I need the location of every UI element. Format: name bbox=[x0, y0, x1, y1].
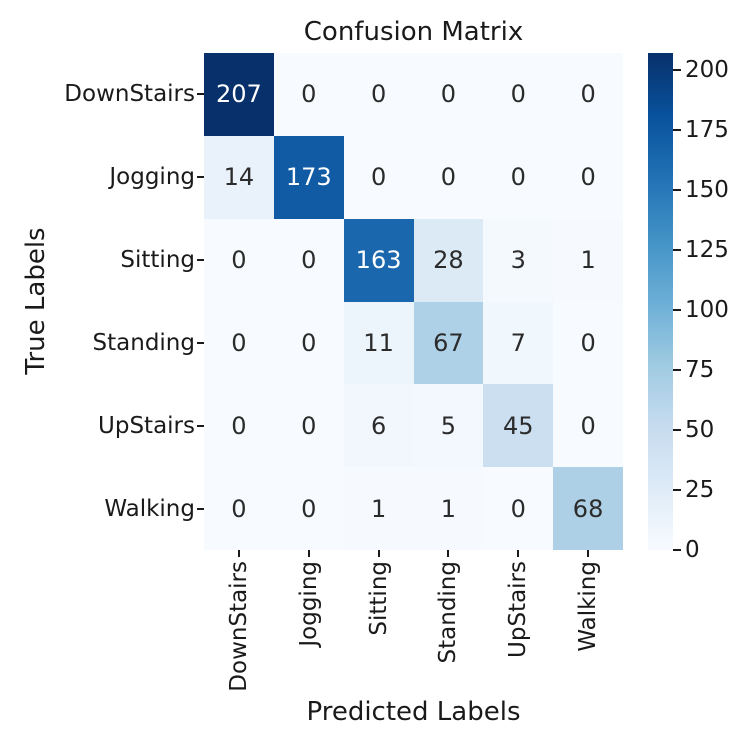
heatmap-cell-Sitting-Walking: 1 bbox=[553, 218, 623, 302]
chart-title: Confusion Matrix bbox=[303, 17, 524, 47]
heatmap-cell-Standing-Sitting: 11 bbox=[343, 301, 414, 385]
heatmap-cell-Sitting-DownStairs: 0 bbox=[204, 218, 274, 302]
heatmap-cell-Standing-UpStairs: 7 bbox=[483, 301, 554, 385]
colorbar-tick-label: 175 bbox=[685, 116, 729, 143]
colorbar-tick-mark bbox=[673, 248, 681, 251]
x-tick-mark bbox=[377, 550, 380, 557]
x-tick-mark bbox=[447, 550, 450, 557]
colorbar-tick-mark bbox=[673, 549, 681, 551]
colorbar-tick-label: 25 bbox=[685, 476, 715, 503]
y-tick-mark bbox=[197, 507, 204, 510]
colorbar-tick-mark bbox=[673, 368, 681, 371]
colorbar bbox=[648, 53, 673, 550]
y-tick-mark bbox=[197, 259, 204, 262]
colorbar-tick-mark bbox=[673, 488, 681, 491]
colorbar-tick-mark bbox=[673, 68, 681, 71]
heatmap-cell-Walking-Standing: 1 bbox=[413, 467, 484, 550]
colorbar-tick-mark bbox=[673, 428, 681, 431]
y-tick-label: Walking bbox=[104, 495, 195, 522]
x-tick-label-text: Sitting bbox=[365, 561, 392, 636]
heatmap-cell-Sitting-Sitting: 163 bbox=[343, 218, 414, 302]
colorbar-tick-mark bbox=[673, 128, 681, 131]
x-tick-label-text: Jogging bbox=[295, 561, 322, 647]
x-axis-label: Predicted Labels bbox=[306, 697, 521, 727]
y-tick-mark bbox=[197, 424, 204, 427]
y-tick-mark bbox=[197, 176, 204, 179]
colorbar-tick-label: 150 bbox=[685, 176, 729, 203]
heatmap-cell-DownStairs-DownStairs: 207 bbox=[204, 53, 274, 136]
colorbar-tick-label: 50 bbox=[685, 416, 715, 443]
heatmap-cell-Walking-UpStairs: 0 bbox=[483, 467, 554, 550]
y-tick-label: DownStairs bbox=[64, 81, 195, 108]
x-tick-label-text: Walking bbox=[575, 561, 602, 652]
heatmap-cell-Sitting-UpStairs: 3 bbox=[483, 218, 554, 302]
x-tick-mark bbox=[587, 550, 590, 557]
heatmap-cell-Jogging-UpStairs: 0 bbox=[483, 135, 554, 219]
heatmap-cell-Sitting-Standing: 28 bbox=[413, 218, 484, 302]
y-tick-label: Jogging bbox=[109, 164, 195, 191]
heatmap-cell-Standing-Jogging: 0 bbox=[273, 301, 344, 385]
x-tick-mark bbox=[307, 550, 310, 557]
heatmap-cell-DownStairs-Jogging: 0 bbox=[273, 53, 344, 136]
heatmap-cell-UpStairs-UpStairs: 45 bbox=[483, 384, 554, 468]
colorbar-tick-mark bbox=[673, 188, 681, 191]
y-axis-label-text: True Labels bbox=[21, 227, 51, 375]
x-tick-label-text: UpStairs bbox=[505, 561, 532, 658]
y-tick-label: Sitting bbox=[120, 247, 195, 274]
heatmap-cell-Standing-Standing: 67 bbox=[413, 301, 484, 385]
colorbar-tick-label: 200 bbox=[685, 56, 729, 83]
y-tick-mark bbox=[197, 341, 204, 344]
heatmap-cell-Standing-Walking: 0 bbox=[553, 301, 623, 385]
colorbar-tick-mark bbox=[673, 308, 681, 311]
heatmap-cell-Walking-Sitting: 1 bbox=[343, 467, 414, 550]
heatmap-cell-UpStairs-Walking: 0 bbox=[553, 384, 623, 468]
heatmap-cell-UpStairs-Standing: 5 bbox=[413, 384, 484, 468]
heatmap-cell-DownStairs-UpStairs: 0 bbox=[483, 53, 554, 136]
heatmap-grid: 207 0 0 0 0 0 14 173 0 0 0 0 0 0 163 28 3 1 0 0 11 67 7 0 0 0 6 5 45… bbox=[204, 53, 623, 550]
heatmap-cell-Standing-DownStairs: 0 bbox=[204, 301, 274, 385]
colorbar-tick-label: 100 bbox=[685, 296, 729, 323]
heatmap-cell-DownStairs-Walking: 0 bbox=[553, 53, 623, 136]
heatmap-cell-Walking-DownStairs: 0 bbox=[204, 467, 274, 550]
y-tick-label: Standing bbox=[92, 329, 195, 356]
heatmap-cell-Walking-Jogging: 0 bbox=[273, 467, 344, 550]
heatmap-cell-UpStairs-Jogging: 0 bbox=[273, 384, 344, 468]
heatmap-cell-Sitting-Jogging: 0 bbox=[273, 218, 344, 302]
colorbar-tick-label: 0 bbox=[685, 537, 700, 563]
x-tick-label-text: DownStairs bbox=[225, 561, 252, 692]
y-tick-mark bbox=[197, 93, 204, 96]
heatmap-cell-DownStairs-Standing: 0 bbox=[413, 53, 484, 136]
x-tick-mark bbox=[517, 550, 520, 557]
x-tick-mark bbox=[237, 550, 240, 557]
colorbar-tick-label: 75 bbox=[685, 356, 715, 383]
heatmap-cell-Jogging-Standing: 0 bbox=[413, 135, 484, 219]
x-tick-label-text: Standing bbox=[435, 561, 462, 664]
colorbar-tick-label: 125 bbox=[685, 236, 729, 263]
heatmap-cell-Walking-Walking: 68 bbox=[553, 467, 623, 550]
heatmap-cell-Jogging-Jogging: 173 bbox=[273, 135, 344, 219]
heatmap-cell-DownStairs-Sitting: 0 bbox=[343, 53, 414, 136]
y-tick-label: UpStairs bbox=[98, 412, 195, 439]
heatmap-cell-Jogging-Walking: 0 bbox=[553, 135, 623, 219]
heatmap-cell-Jogging-DownStairs: 14 bbox=[204, 135, 274, 219]
heatmap-cell-UpStairs-Sitting: 6 bbox=[343, 384, 414, 468]
heatmap-cell-Jogging-Sitting: 0 bbox=[343, 135, 414, 219]
heatmap-cell-UpStairs-DownStairs: 0 bbox=[204, 384, 274, 468]
